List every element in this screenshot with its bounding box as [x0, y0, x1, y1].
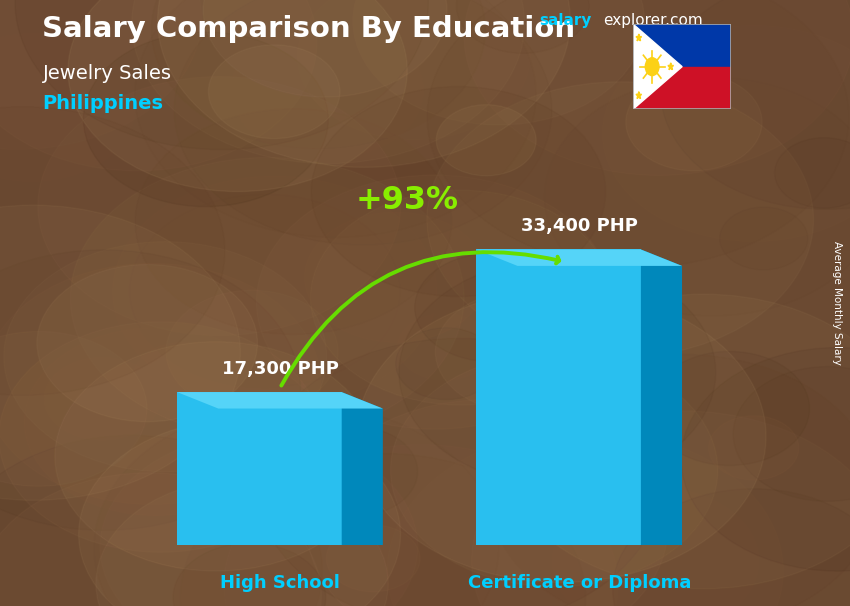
Circle shape — [311, 87, 606, 296]
Circle shape — [427, 82, 813, 358]
Circle shape — [436, 105, 536, 176]
Text: Philippines: Philippines — [42, 94, 163, 113]
Circle shape — [0, 0, 317, 171]
Circle shape — [157, 0, 570, 167]
Polygon shape — [476, 250, 682, 266]
Circle shape — [613, 489, 850, 606]
Circle shape — [100, 433, 417, 606]
Circle shape — [415, 253, 566, 362]
Circle shape — [166, 290, 338, 413]
Circle shape — [96, 479, 388, 606]
Circle shape — [456, 0, 589, 53]
Polygon shape — [633, 24, 682, 109]
Circle shape — [24, 328, 287, 516]
Circle shape — [0, 107, 225, 395]
Circle shape — [0, 473, 321, 606]
Circle shape — [37, 264, 258, 422]
Circle shape — [292, 427, 417, 516]
Circle shape — [399, 259, 716, 485]
Circle shape — [428, 0, 849, 267]
Polygon shape — [177, 392, 382, 408]
Circle shape — [395, 328, 496, 399]
Circle shape — [55, 342, 377, 571]
Circle shape — [356, 290, 766, 582]
Circle shape — [0, 436, 322, 606]
Circle shape — [180, 453, 586, 606]
Text: explorer.com: explorer.com — [604, 13, 703, 28]
Circle shape — [645, 58, 659, 76]
Circle shape — [304, 212, 487, 342]
Circle shape — [0, 205, 241, 501]
Circle shape — [489, 355, 850, 606]
Circle shape — [709, 416, 799, 480]
Polygon shape — [342, 392, 383, 562]
Text: Jewelry Sales: Jewelry Sales — [42, 64, 172, 82]
Circle shape — [173, 543, 326, 606]
Circle shape — [626, 74, 762, 171]
Circle shape — [734, 367, 850, 501]
Bar — [633, 24, 731, 67]
Text: +93%: +93% — [355, 185, 459, 216]
Circle shape — [208, 45, 340, 139]
Circle shape — [307, 399, 668, 606]
Circle shape — [0, 264, 321, 504]
Text: 17,300 PHP: 17,300 PHP — [222, 360, 338, 378]
Circle shape — [298, 0, 530, 140]
Circle shape — [435, 291, 604, 412]
Text: Certificate or Diploma: Certificate or Diploma — [468, 574, 691, 592]
Polygon shape — [668, 63, 673, 70]
Circle shape — [133, 342, 231, 413]
Circle shape — [151, 0, 485, 149]
Circle shape — [94, 404, 499, 606]
Circle shape — [83, 32, 328, 207]
Text: High School: High School — [220, 574, 340, 592]
Polygon shape — [476, 250, 641, 545]
Circle shape — [256, 338, 661, 606]
Circle shape — [203, 0, 447, 97]
Circle shape — [472, 411, 850, 606]
Circle shape — [79, 419, 400, 606]
Circle shape — [257, 175, 613, 429]
Circle shape — [464, 0, 850, 175]
Circle shape — [649, 351, 809, 465]
Circle shape — [774, 138, 850, 208]
Circle shape — [387, 430, 784, 606]
Polygon shape — [177, 392, 342, 545]
Text: salary: salary — [540, 13, 592, 28]
Polygon shape — [636, 92, 642, 99]
Circle shape — [477, 367, 583, 444]
Text: Salary Comparison By Education: Salary Comparison By Education — [42, 15, 575, 43]
Circle shape — [0, 322, 322, 552]
Polygon shape — [636, 34, 642, 41]
Bar — [633, 67, 731, 109]
Text: 33,400 PHP: 33,400 PHP — [521, 217, 638, 235]
Circle shape — [15, 0, 428, 150]
Polygon shape — [641, 250, 682, 562]
Circle shape — [135, 109, 451, 335]
Circle shape — [68, 0, 407, 191]
Circle shape — [497, 294, 850, 589]
Circle shape — [113, 176, 437, 407]
Text: Average Monthly Salary: Average Monthly Salary — [832, 241, 842, 365]
Circle shape — [326, 525, 420, 592]
Circle shape — [37, 77, 400, 335]
Circle shape — [681, 348, 850, 571]
